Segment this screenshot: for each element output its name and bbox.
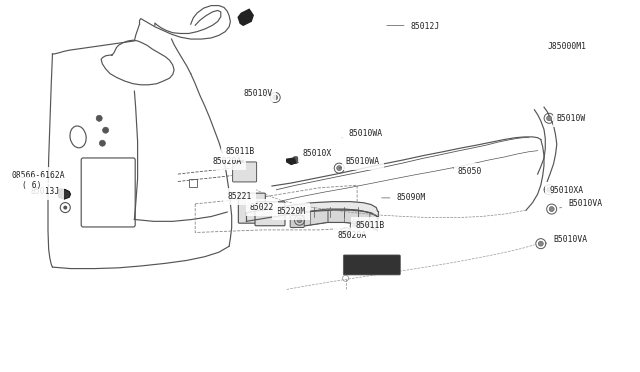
Circle shape	[538, 241, 543, 246]
Polygon shape	[344, 209, 358, 224]
Text: B5010WA: B5010WA	[339, 157, 380, 168]
Text: 85090M: 85090M	[381, 193, 426, 202]
Circle shape	[237, 156, 244, 163]
Circle shape	[343, 230, 348, 235]
Text: 85010X: 85010X	[294, 149, 332, 158]
Text: J85000M1: J85000M1	[547, 42, 586, 51]
Circle shape	[99, 140, 106, 146]
Text: 85010V: 85010V	[243, 89, 273, 98]
Text: B5220M: B5220M	[276, 207, 306, 216]
Polygon shape	[358, 210, 370, 227]
Circle shape	[63, 206, 67, 209]
Text: B5010VA: B5010VA	[545, 235, 588, 244]
Text: 85020A: 85020A	[338, 231, 367, 240]
Text: 95010XA: 95010XA	[544, 186, 583, 195]
Circle shape	[549, 206, 554, 212]
Polygon shape	[328, 209, 344, 222]
Circle shape	[547, 187, 552, 192]
Polygon shape	[370, 213, 378, 231]
Text: 85020A: 85020A	[212, 157, 242, 166]
Text: 85012J: 85012J	[387, 22, 440, 31]
Circle shape	[292, 157, 299, 163]
Circle shape	[547, 116, 552, 121]
FancyBboxPatch shape	[255, 202, 285, 226]
Circle shape	[337, 166, 342, 171]
Polygon shape	[293, 211, 310, 228]
Circle shape	[96, 115, 102, 121]
FancyBboxPatch shape	[238, 193, 266, 223]
Polygon shape	[310, 209, 328, 225]
Polygon shape	[238, 9, 253, 25]
FancyBboxPatch shape	[232, 162, 257, 182]
Circle shape	[297, 218, 302, 223]
Text: 08566-6162A: 08566-6162A	[12, 171, 65, 180]
Circle shape	[273, 95, 278, 100]
Polygon shape	[287, 158, 296, 164]
Text: 85011B: 85011B	[351, 221, 385, 230]
Text: 85010WA: 85010WA	[342, 129, 383, 138]
Circle shape	[102, 127, 109, 133]
Text: 85013J: 85013J	[31, 187, 67, 197]
Text: B5010VA: B5010VA	[559, 199, 602, 208]
FancyBboxPatch shape	[290, 215, 304, 228]
Polygon shape	[246, 202, 378, 221]
Text: 85221: 85221	[227, 192, 252, 201]
Text: 85050: 85050	[453, 167, 482, 176]
Text: 85011B: 85011B	[225, 147, 255, 156]
Text: B5010W: B5010W	[549, 114, 586, 123]
Text: 85022: 85022	[250, 203, 274, 212]
Text: ( 6): ( 6)	[22, 181, 42, 190]
Circle shape	[353, 224, 358, 229]
Polygon shape	[58, 189, 70, 199]
FancyBboxPatch shape	[343, 255, 401, 275]
